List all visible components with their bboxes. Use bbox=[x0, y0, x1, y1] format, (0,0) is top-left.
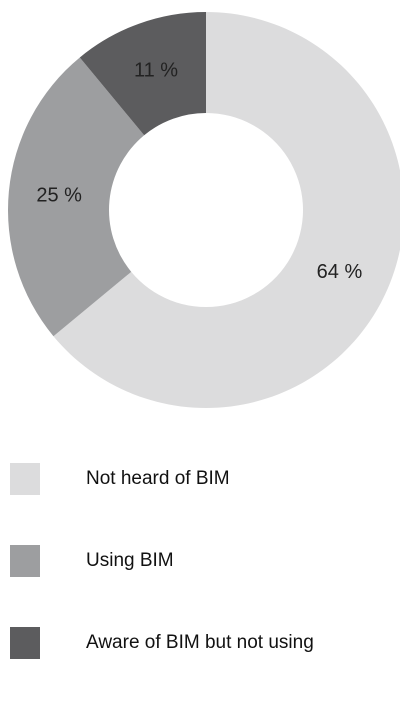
legend-item-using: Using BIM bbox=[10, 541, 390, 581]
donut-chart: 64 % 25 % 11 % bbox=[7, 12, 400, 408]
legend-label-aware-not-using: Aware of BIM but not using bbox=[86, 632, 314, 653]
legend-item-aware-not-using: Aware of BIM but not using bbox=[10, 623, 390, 663]
slice-label-not-heard: 64 % bbox=[317, 261, 363, 283]
slice-using bbox=[7, 57, 145, 337]
slice-label-aware-not-using: 11 % bbox=[134, 60, 178, 82]
legend-swatch-using bbox=[10, 545, 40, 577]
slice-label-using: 25 % bbox=[36, 184, 82, 206]
legend: Not heard of BIM Using BIM Aware of BIM … bbox=[10, 459, 390, 705]
legend-label-using: Using BIM bbox=[86, 550, 174, 571]
legend-swatch-aware-not-using bbox=[10, 627, 40, 659]
legend-item-not-heard: Not heard of BIM bbox=[10, 459, 390, 499]
slice-not-heard bbox=[53, 12, 400, 408]
legend-swatch-not-heard bbox=[10, 463, 40, 495]
legend-label-not-heard: Not heard of BIM bbox=[86, 468, 230, 489]
slice-aware-not-using bbox=[79, 12, 206, 136]
